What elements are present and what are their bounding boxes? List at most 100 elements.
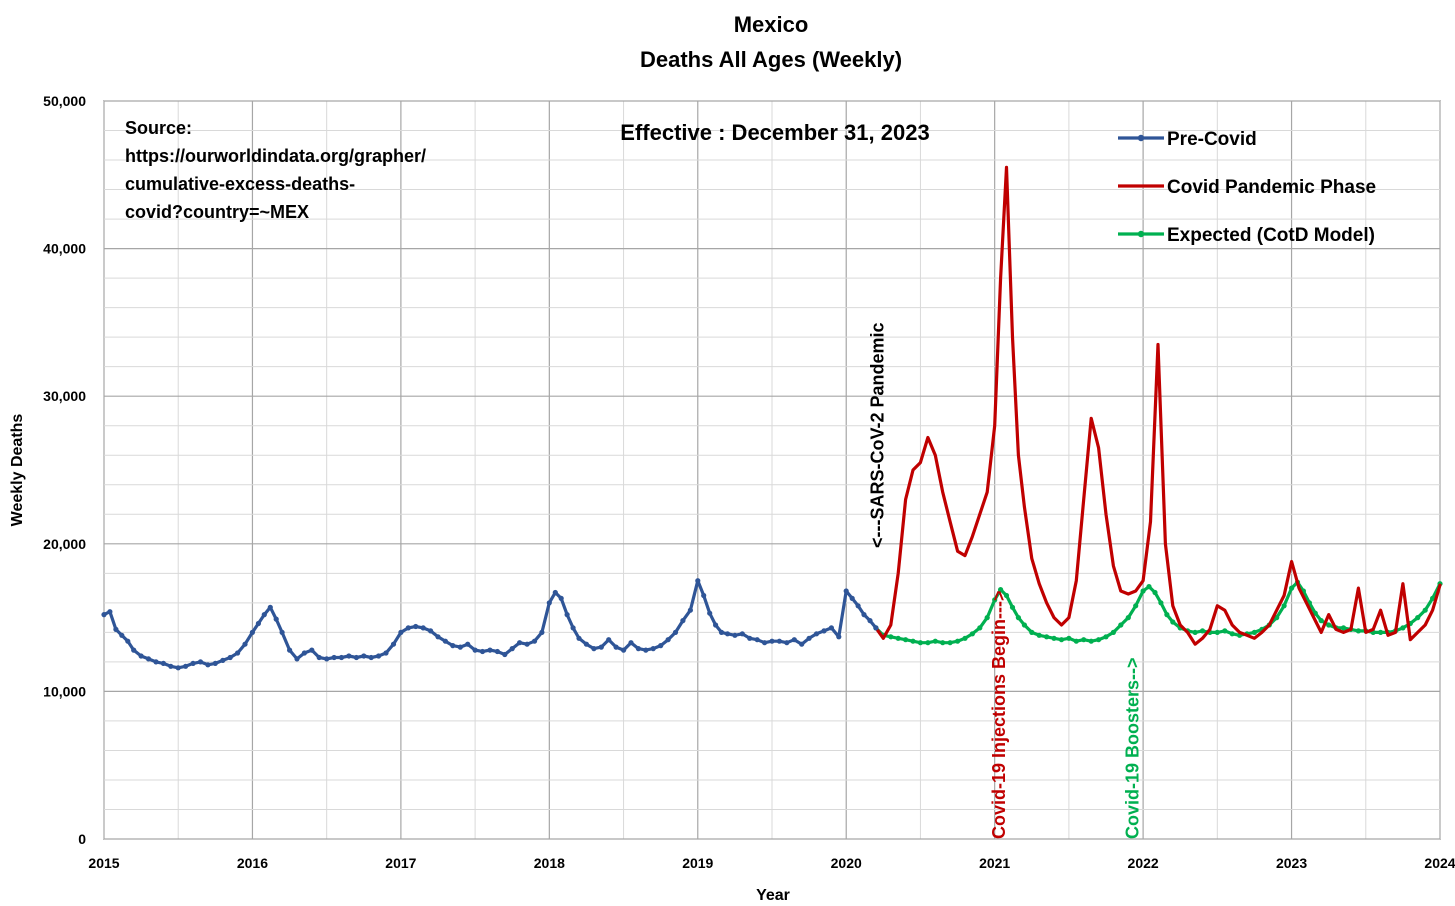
- data-point: [479, 648, 486, 655]
- x-tick-label: 2021: [979, 855, 1010, 871]
- data-point: [487, 647, 493, 653]
- data-point: [138, 653, 144, 659]
- data-point: [1140, 588, 1146, 594]
- data-point: [546, 600, 552, 606]
- data-point: [1073, 638, 1079, 644]
- chart-subtitle: Deaths All Ages (Weekly): [640, 47, 902, 72]
- data-point: [249, 629, 255, 636]
- data-point: [145, 656, 152, 662]
- x-tick-label: 2019: [682, 855, 713, 871]
- data-point: [1044, 634, 1050, 640]
- legend-entry: Pre-Covid: [1167, 129, 1257, 150]
- data-point: [1066, 635, 1072, 641]
- grid-lines: [103, 100, 1441, 840]
- legend-entry: Expected (CotD Model): [1167, 225, 1375, 246]
- data-point: [113, 626, 119, 633]
- data-point: [867, 618, 873, 624]
- data-point: [1146, 584, 1152, 590]
- series-covid-pandemic-phase: [874, 165, 1442, 646]
- data-point: [984, 615, 990, 621]
- data-point: [494, 648, 500, 655]
- data-point: [724, 631, 731, 637]
- data-point: [552, 589, 558, 596]
- data-point: [650, 646, 656, 652]
- data-point: [331, 654, 337, 661]
- data-point: [1003, 592, 1010, 599]
- y-tick-label: 10,000: [43, 683, 86, 699]
- data-point: [1430, 595, 1436, 602]
- data-point: [442, 638, 448, 644]
- data-point: [1133, 603, 1139, 609]
- data-point: [273, 616, 279, 622]
- x-tick-label: 2022: [1128, 855, 1159, 871]
- data-point: [1378, 629, 1384, 636]
- data-point: [903, 637, 909, 643]
- data-point: [465, 641, 471, 647]
- data-point: [183, 663, 189, 669]
- chart-title: Mexico: [734, 12, 809, 37]
- data-point: [531, 638, 538, 644]
- data-point: [628, 640, 634, 646]
- data-point: [570, 625, 576, 631]
- data-point: [695, 578, 701, 584]
- data-point: [821, 628, 827, 634]
- data-point: [665, 637, 671, 643]
- series-line: [874, 165, 1442, 646]
- data-point: [212, 660, 218, 667]
- data-point: [539, 629, 545, 636]
- data-point: [1015, 615, 1022, 621]
- data-point: [301, 650, 307, 656]
- data-point: [1229, 631, 1235, 637]
- data-point: [992, 597, 998, 603]
- x-tick-label: 2016: [237, 855, 268, 871]
- data-point: [1152, 589, 1158, 596]
- data-point: [107, 609, 113, 615]
- data-point: [998, 587, 1004, 593]
- data-point: [324, 656, 330, 662]
- y-tick-label: 50,000: [43, 93, 86, 109]
- data-point: [888, 634, 894, 640]
- data-point: [420, 625, 426, 631]
- x-tick-label: 2018: [534, 855, 565, 871]
- y-tick-label: 20,000: [43, 536, 86, 552]
- data-point: [1009, 604, 1016, 610]
- data-point: [680, 618, 686, 624]
- x-tick-label: 2015: [88, 855, 119, 871]
- data-point: [413, 623, 419, 630]
- data-point: [1340, 625, 1347, 631]
- data-point: [613, 644, 619, 650]
- data-point: [583, 641, 590, 647]
- data-point: [197, 659, 204, 665]
- data-point: [643, 647, 649, 653]
- data-point: [813, 631, 820, 637]
- annotation-label: Covid-19 Boosters-->: [1123, 657, 1143, 839]
- data-point: [1158, 600, 1164, 606]
- data-point: [739, 631, 745, 637]
- y-tick-label: 0: [78, 831, 86, 847]
- data-point: [1415, 615, 1421, 621]
- data-point: [776, 638, 783, 644]
- y-tick-label: 30,000: [43, 388, 86, 404]
- data-point: [799, 641, 805, 647]
- data-point: [190, 660, 196, 667]
- data-point: [255, 620, 261, 627]
- data-point: [405, 625, 411, 631]
- data-point: [1036, 632, 1042, 638]
- data-point: [910, 638, 916, 644]
- data-point: [1088, 638, 1094, 644]
- x-tick-label: 2020: [831, 855, 862, 871]
- data-point: [1110, 629, 1116, 636]
- source-line-1: Source:: [125, 118, 192, 138]
- data-point: [1318, 618, 1324, 624]
- data-point: [843, 588, 849, 594]
- data-point: [1164, 612, 1170, 618]
- data-point: [1103, 634, 1109, 640]
- data-point: [1058, 637, 1065, 643]
- data-point: [160, 660, 166, 667]
- data-point: [955, 638, 961, 644]
- data-point: [287, 647, 293, 653]
- data-point: [1125, 615, 1131, 621]
- data-point: [294, 656, 300, 662]
- data-point: [658, 643, 664, 649]
- data-point: [472, 647, 478, 653]
